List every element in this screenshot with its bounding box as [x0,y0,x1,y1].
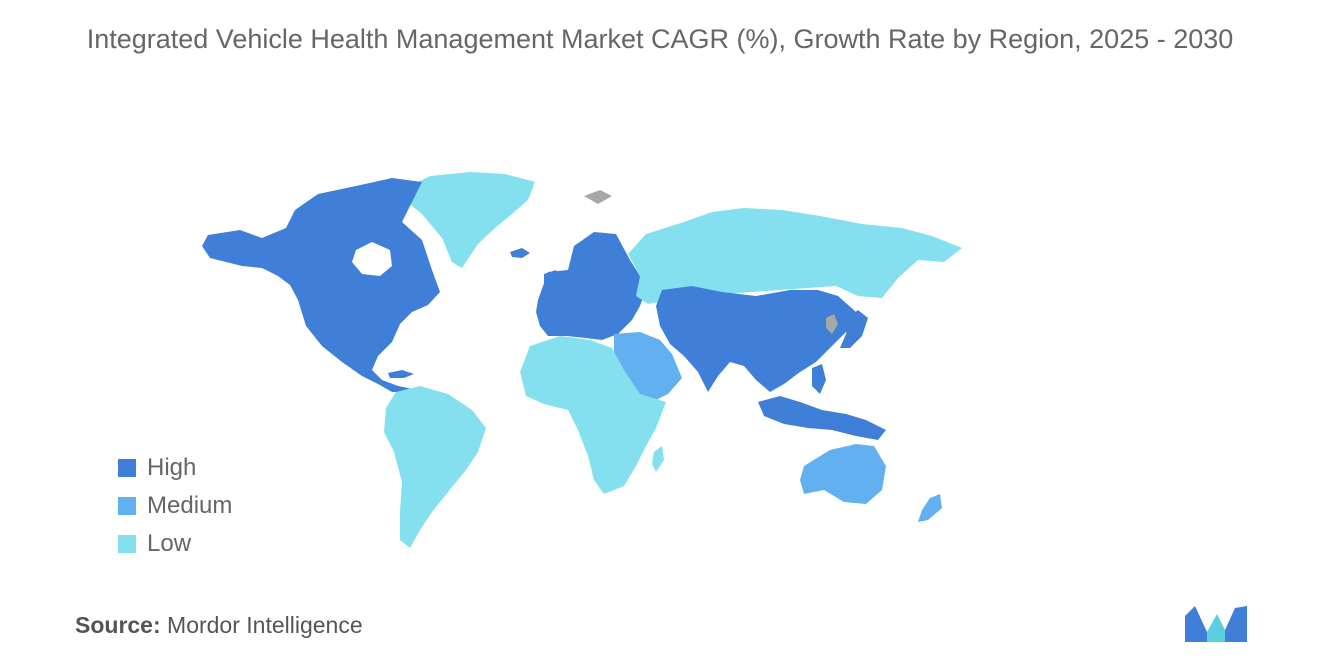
hudson-bay [352,242,392,276]
legend-swatch-low [118,535,136,553]
legend: High Medium Low [118,449,232,563]
region-philippines [812,364,826,394]
region-japan [840,310,868,348]
region-indonesia [758,396,886,440]
region-australia [800,444,886,504]
region-korea [826,314,838,334]
region-iceland [510,248,530,258]
mordor-logo [1185,606,1247,642]
region-russia [628,208,962,304]
region-new-zealand [918,494,942,522]
legend-label-high: High [147,454,197,481]
region-svalbard [584,190,612,204]
region-europe [536,232,646,340]
region-uk [544,270,560,292]
legend-item-high: High [118,449,232,487]
source-line: Source: Mordor Intelligence [75,612,363,639]
legend-label-medium: Medium [147,492,233,519]
legend-item-low: Low [118,525,232,563]
source-prefix: Source: [75,612,161,638]
legend-item-medium: Medium [118,487,232,525]
legend-swatch-medium [118,497,136,515]
region-north-america [202,178,440,392]
region-africa [520,336,666,494]
region-madagascar [652,446,664,472]
chart-title: Integrated Vehicle Health Management Mar… [86,24,1234,54]
source-text: Mordor Intelligence [167,612,363,638]
region-asia [656,286,856,392]
region-caribbean [388,370,414,378]
region-south-america [384,386,486,548]
legend-swatch-high [118,459,136,477]
legend-label-low: Low [147,530,192,557]
region-greenland [402,172,535,268]
